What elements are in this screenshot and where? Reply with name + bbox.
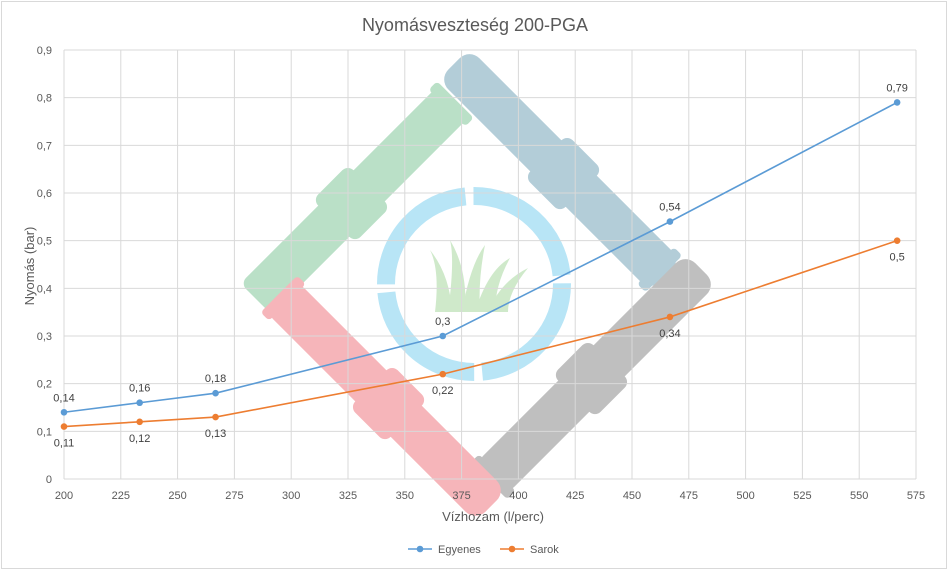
data-label: 0,13: [205, 428, 226, 440]
x-tick-label: 250: [168, 490, 186, 502]
x-tick-label: 500: [736, 490, 754, 502]
axes: 200 225 250 275 300 325 350 375 400 425 450 475 500 5…: [37, 45, 925, 502]
gridlines: [63, 49, 917, 480]
chart-title: Nyomásveszteség 200-PGA: [362, 15, 588, 35]
x-tick-label: 275: [225, 490, 243, 502]
y-tick-label: 0,6: [37, 188, 52, 200]
data-label: 0,18: [205, 373, 226, 385]
data-point: [136, 418, 143, 426]
x-tick-label: 475: [680, 490, 698, 502]
y-tick-label: 0,7: [37, 140, 52, 152]
data-point: [212, 389, 219, 397]
data-point: [439, 332, 447, 340]
data-label: 0,3: [435, 316, 450, 328]
x-tick-label: 300: [282, 490, 300, 502]
y-axis-label: Nyomás (bar): [22, 227, 37, 306]
y-tick-label: 0,4: [37, 283, 52, 295]
data-label: 0,12: [129, 433, 150, 445]
y-tick-label: 0,2: [37, 379, 52, 391]
data-label: 0,14: [53, 392, 74, 404]
legend-label: Sarok: [530, 544, 559, 556]
data-point: [60, 408, 68, 416]
data-label: 0,34: [659, 328, 680, 340]
x-tick-label: 550: [850, 490, 868, 502]
data-point: [60, 423, 68, 430]
data-point: [666, 313, 674, 321]
data-label: 0,11: [54, 438, 75, 450]
y-tick-label: 0,3: [37, 331, 52, 343]
x-axis-label: Vízhozam (l/perc): [442, 509, 544, 524]
x-tick-label: 450: [623, 490, 641, 502]
y-tick-label: 0,9: [37, 45, 52, 57]
x-tick-label: 225: [112, 490, 130, 502]
series-group: [60, 99, 901, 430]
y-tick-label: 0,1: [37, 426, 52, 438]
legend-marker: [416, 545, 424, 553]
data-point: [893, 237, 901, 244]
legend-label: Egyenes: [438, 544, 481, 556]
y-tick-label: 0,8: [37, 93, 52, 105]
x-tick-label: 525: [793, 490, 811, 502]
x-tick-label: 375: [452, 490, 470, 502]
data-point: [893, 99, 901, 106]
data-label: 0,79: [886, 82, 907, 94]
data-point: [666, 218, 674, 225]
legend-marker: [508, 545, 516, 553]
data-labels: 0,14 0,16 0,18 0,3 0,54 0,79 0,11 0,12 0,13 0,22 0…: [53, 82, 908, 449]
series-line-sarok: [63, 239, 898, 428]
data-label: 0,16: [129, 383, 150, 395]
data-label: 0,5: [889, 252, 904, 264]
x-tick-label: 325: [339, 490, 357, 502]
watermark-logo: [243, 54, 711, 516]
x-tick-label: 200: [55, 490, 73, 502]
x-tick-label: 425: [566, 490, 584, 502]
data-point: [136, 399, 143, 407]
x-tick-label: 575: [907, 490, 925, 502]
data-point: [212, 413, 219, 421]
y-tick-label: 0,5: [37, 236, 52, 248]
data-label: 0,54: [659, 202, 680, 214]
y-tick-label: 0: [46, 474, 52, 486]
legend: Egyenes Sarok: [408, 544, 559, 556]
data-point: [439, 370, 447, 378]
series-line-egyenes: [63, 101, 898, 414]
x-tick-label: 350: [396, 490, 414, 502]
x-tick-label: 400: [509, 490, 527, 502]
data-label: 0,22: [432, 385, 453, 397]
